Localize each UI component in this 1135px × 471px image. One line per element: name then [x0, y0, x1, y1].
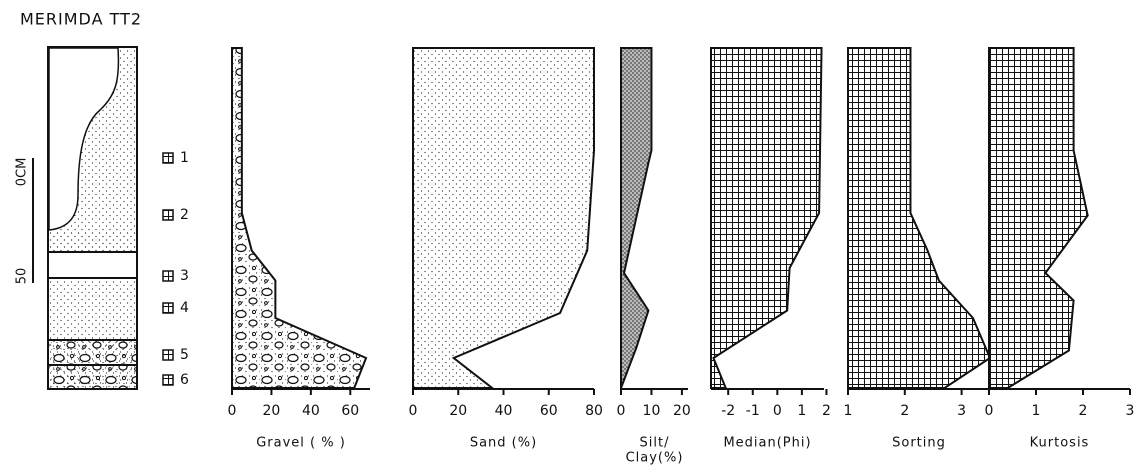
x-tick-label: 1 [1032, 403, 1041, 419]
sample-box [163, 375, 173, 385]
x-tick-label: 20 [449, 403, 467, 419]
x-tick-label: 60 [341, 403, 359, 419]
x-axis-label: Clay(%) [626, 451, 684, 466]
profile-area [621, 48, 651, 388]
sample-box [163, 153, 173, 163]
x-tick-label: 2 [822, 403, 831, 419]
x-tick-label: 1 [797, 403, 806, 419]
x-axis-label: Sand (%) [470, 436, 537, 451]
profile-area [711, 48, 822, 388]
profile-area [989, 48, 1088, 388]
profile-area [413, 48, 594, 388]
sample-label: 5 [180, 347, 189, 363]
x-tick-label: 0 [409, 403, 418, 419]
x-tick-label: 0 [228, 403, 237, 419]
scale-label: 50 [15, 268, 30, 285]
sample-box [163, 210, 173, 220]
sample-label: 4 [180, 300, 189, 316]
x-tick-label: -1 [746, 403, 760, 419]
x-tick-label: 20 [673, 403, 691, 419]
sample-box [163, 303, 173, 313]
profile-area [232, 48, 366, 388]
strat-column: 0CM 50 [15, 47, 138, 389]
sample-box [163, 271, 173, 281]
figure: MERIMDA TT2 0CM 50 1234560204060Gravel (… [0, 0, 1135, 471]
figure-title: MERIMDA TT2 [20, 10, 142, 29]
x-tick-label: 0 [985, 403, 994, 419]
x-tick-label: 80 [585, 403, 603, 419]
x-axis-label: Kurtosis [1030, 436, 1090, 451]
x-tick-label: 40 [302, 403, 320, 419]
x-axis-label: Gravel ( % ) [256, 436, 346, 451]
x-tick-label: -2 [721, 403, 735, 419]
x-tick-label: 2 [1079, 403, 1088, 419]
x-axis-label: Silt/ [640, 436, 670, 451]
x-tick-label: 2 [900, 403, 909, 419]
profile-area [848, 48, 990, 388]
page: {"title": "MERIMDA TT2", "column": {"sca… [0, 0, 1135, 471]
sample-label: 3 [180, 268, 189, 284]
x-tick-label: 60 [540, 403, 558, 419]
x-tick-label: 10 [643, 403, 661, 419]
sample-label: 6 [180, 372, 189, 388]
sample-box [163, 350, 173, 360]
x-tick-label: 0 [617, 403, 626, 419]
x-tick-label: 40 [495, 403, 513, 419]
x-tick-label: 1 [844, 403, 853, 419]
scale-label: 0CM [15, 158, 30, 187]
sample-label: 1 [180, 150, 189, 166]
x-axis-label: Median(Phi) [723, 436, 811, 451]
x-axis-label: Sorting [892, 436, 946, 451]
sample-label: 2 [180, 207, 189, 223]
x-tick-label: 3 [1126, 403, 1135, 419]
x-tick-label: 20 [263, 403, 281, 419]
x-tick-label: 3 [957, 403, 966, 419]
x-tick-label: 0 [773, 403, 782, 419]
